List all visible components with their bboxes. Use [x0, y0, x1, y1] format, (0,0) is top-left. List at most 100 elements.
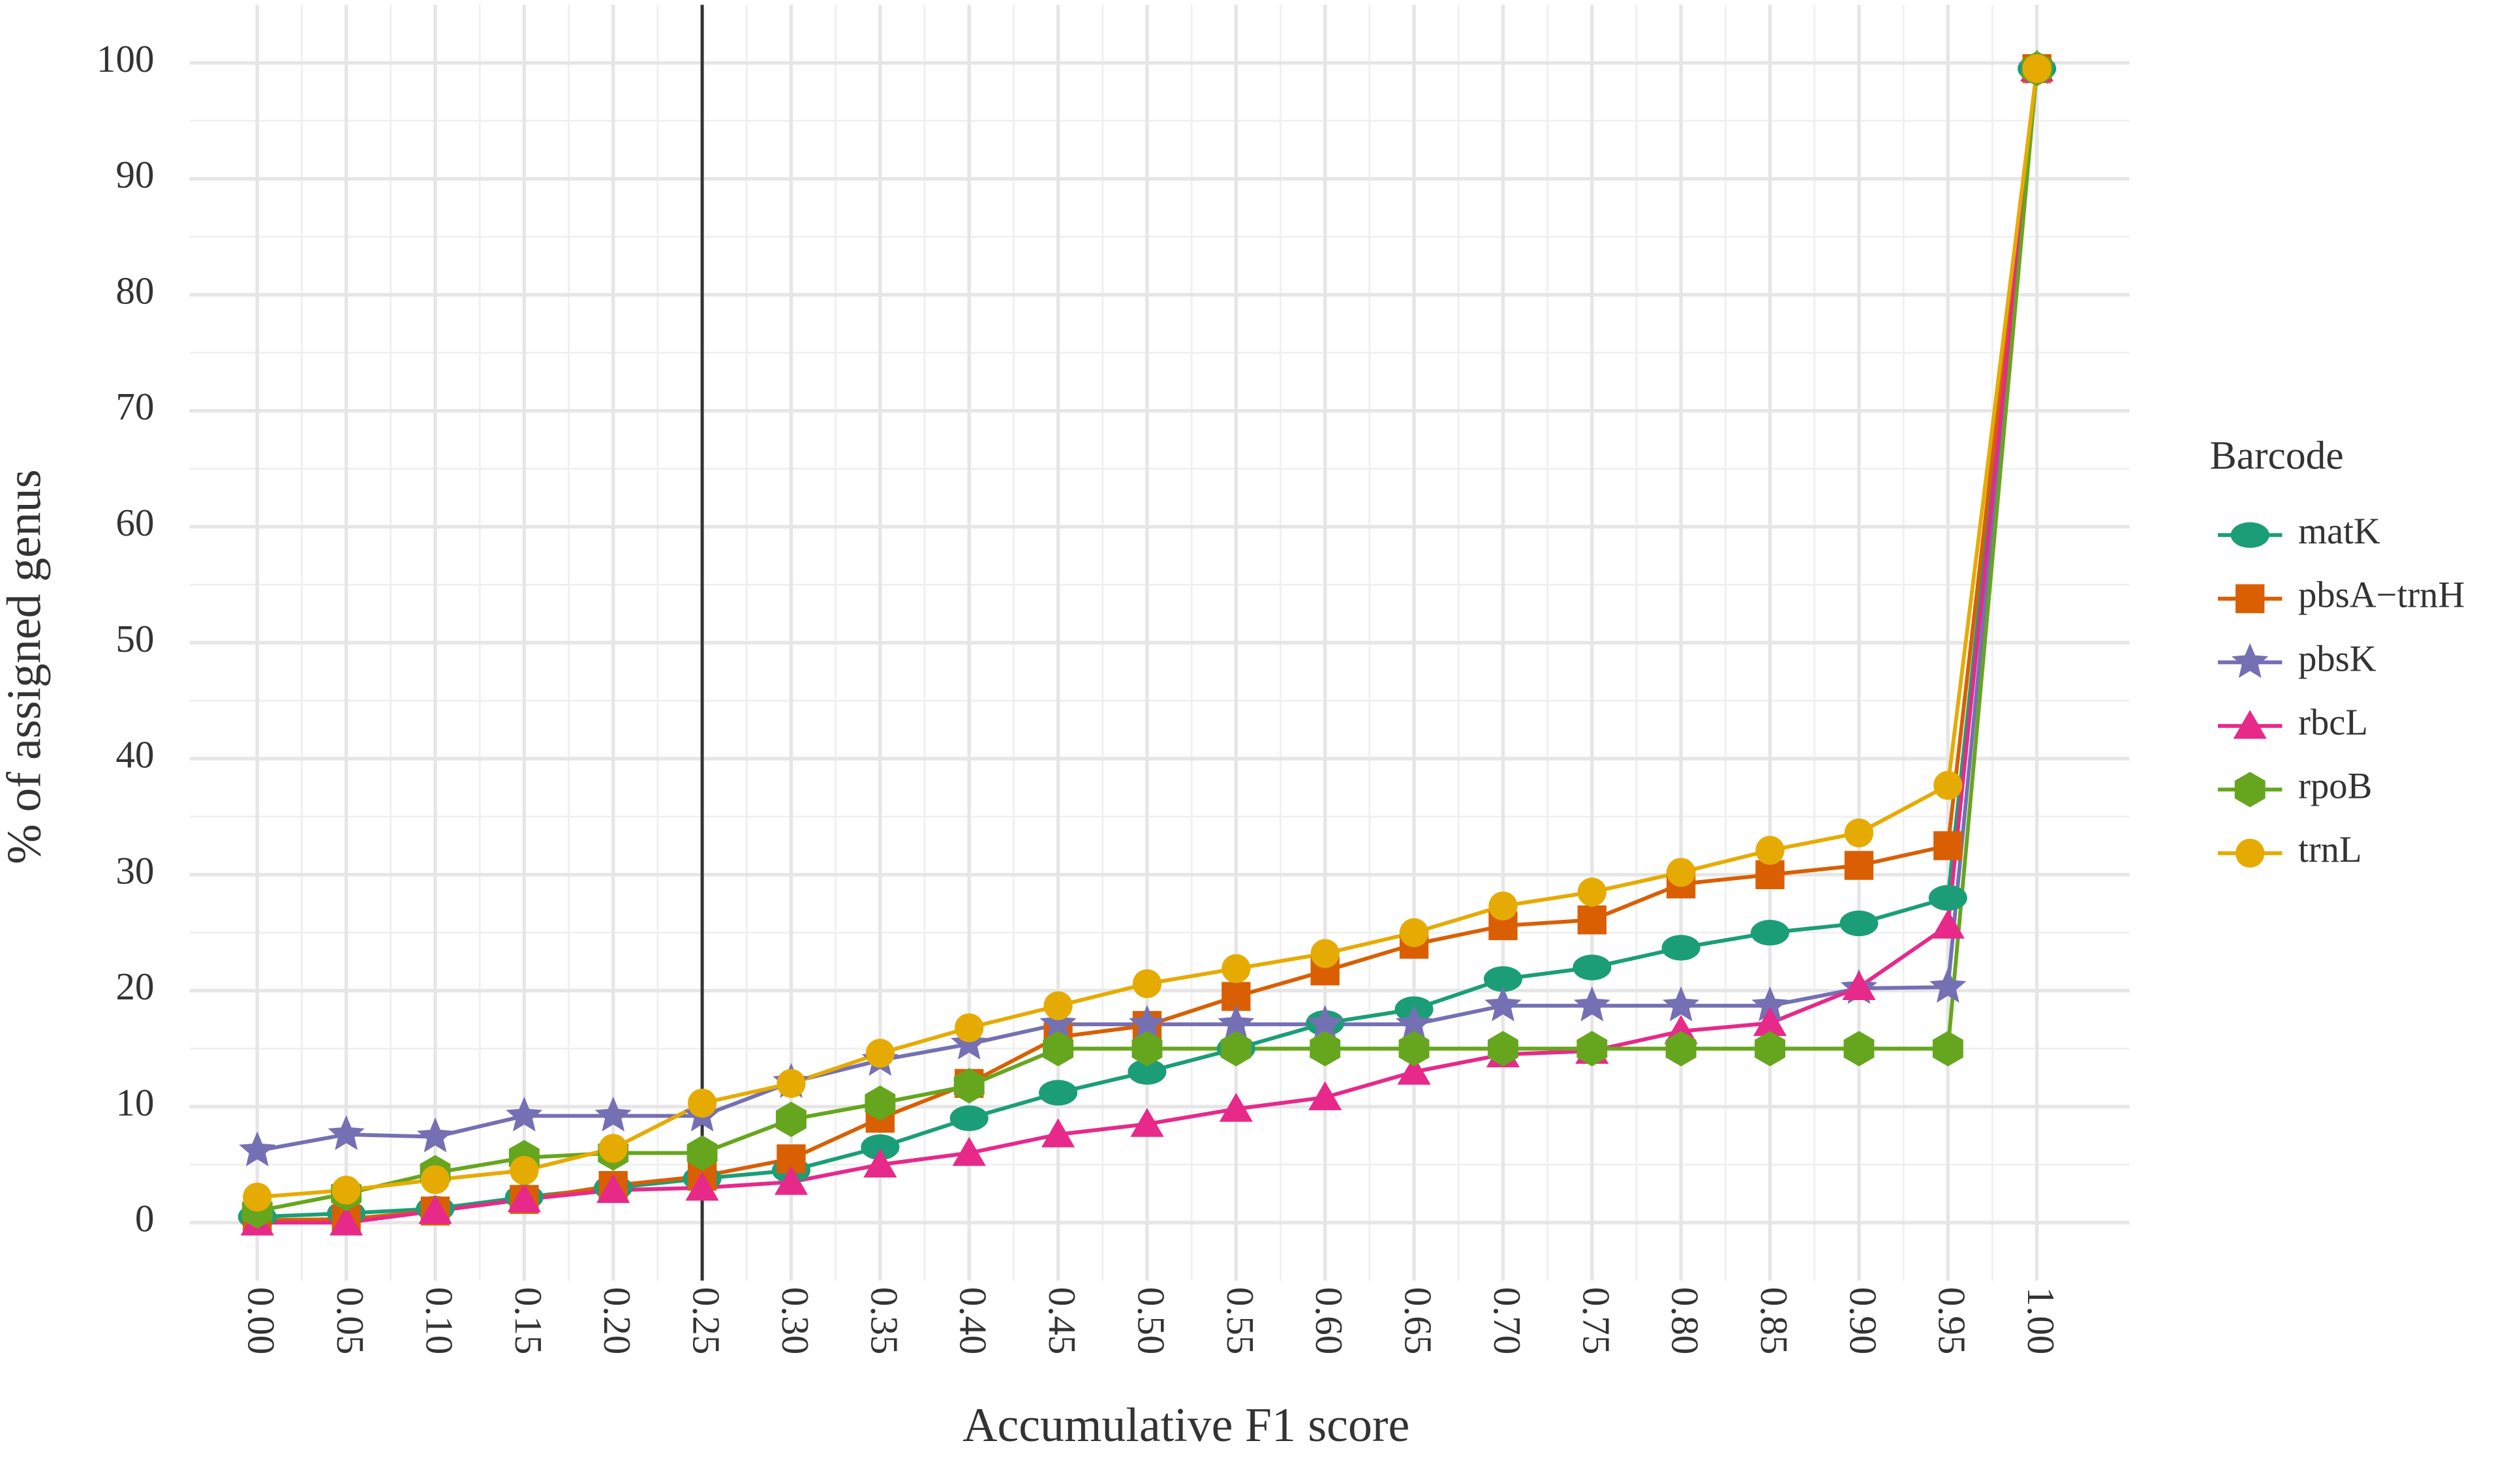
marker [243, 1182, 272, 1212]
marker [861, 1134, 900, 1161]
marker [1667, 858, 1696, 887]
y-tick-label: 50 [115, 617, 154, 660]
marker [1222, 954, 1251, 983]
legend-key [2230, 522, 2269, 548]
marker [776, 1101, 807, 1138]
marker [1399, 918, 1429, 947]
x-tick-label: 0.90 [1841, 1287, 1884, 1354]
marker [863, 1148, 897, 1177]
marker [1576, 1031, 1608, 1067]
marker [685, 1172, 719, 1201]
x-tick-label: 0.55 [1219, 1287, 1262, 1354]
marker [330, 1206, 363, 1236]
marker [1398, 1031, 1430, 1067]
legend-label: rbcL [2298, 703, 2368, 743]
marker [949, 1105, 989, 1131]
y-tick-label: 0 [135, 1197, 155, 1240]
marker [865, 1085, 896, 1121]
marker [1750, 919, 1790, 946]
marker [239, 1131, 276, 1166]
marker [1484, 986, 1522, 1022]
y-tick-label: 70 [115, 385, 154, 428]
x-tick-label: 0.50 [1129, 1287, 1173, 1354]
x-tick-label: 0.00 [240, 1287, 283, 1354]
marker [1131, 1031, 1163, 1067]
x-tick-label: 0.30 [774, 1287, 817, 1354]
marker [1128, 1059, 1167, 1085]
x-tick-label: 0.10 [418, 1287, 461, 1354]
marker [865, 1039, 895, 1068]
legend-label: rpoB [2298, 766, 2372, 806]
marker [1132, 969, 1162, 999]
marker [1218, 1005, 1255, 1040]
legend-key [2236, 584, 2265, 613]
x-tick-label: 0.70 [1486, 1287, 1529, 1354]
marker [1577, 905, 1606, 935]
marker [953, 1068, 985, 1104]
marker [1929, 967, 1967, 1003]
x-tick-label: 0.05 [329, 1287, 372, 1354]
marker [1488, 891, 1518, 920]
x-tick-label: 0.45 [1041, 1287, 1084, 1354]
legend-label: pbsA−trnH [2298, 575, 2465, 616]
marker [1755, 860, 1785, 889]
marker [1933, 831, 1963, 860]
legend-title: Barcode [2210, 434, 2344, 478]
marker [328, 1115, 365, 1150]
x-tick-label: 0.80 [1664, 1287, 1707, 1354]
marker [1395, 1005, 1433, 1040]
marker [416, 1117, 454, 1153]
y-tick-label: 40 [115, 733, 154, 776]
marker [1043, 1031, 1074, 1067]
marker [1219, 1093, 1253, 1122]
y-tick-label: 10 [115, 1081, 154, 1124]
marker [1397, 1056, 1431, 1085]
marker [1755, 1031, 1786, 1067]
marker [1220, 1031, 1252, 1067]
x-tick-label: 0.20 [596, 1287, 639, 1354]
x-tick-label: 0.40 [952, 1287, 995, 1354]
marker [1310, 1031, 1341, 1067]
y-tick-label: 60 [115, 501, 154, 544]
marker [596, 1174, 630, 1204]
marker [1487, 1031, 1518, 1067]
x-tick-label: 0.25 [685, 1287, 728, 1354]
marker [594, 1097, 632, 1132]
marker [1041, 1118, 1075, 1147]
legend-key [2234, 772, 2266, 808]
marker [774, 1166, 808, 1195]
marker [1839, 910, 1879, 937]
marker [510, 1155, 539, 1185]
x-tick-label: 0.35 [863, 1287, 906, 1354]
y-axis-title: % of assigned genus [0, 470, 50, 864]
marker [506, 1097, 543, 1132]
x-tick-label: 0.15 [507, 1287, 550, 1354]
marker [1043, 991, 1073, 1020]
marker [331, 1176, 361, 1205]
marker [1573, 986, 1610, 1022]
marker [1128, 1005, 1166, 1040]
marker [686, 1135, 718, 1171]
marker [1039, 1080, 1078, 1106]
legend-label: pbsK [2298, 639, 2376, 679]
marker [1665, 1031, 1697, 1067]
marker [1306, 1005, 1344, 1040]
marker [1842, 971, 1876, 1000]
marker [1308, 1081, 1342, 1110]
y-tick-label: 20 [115, 965, 154, 1008]
marker [776, 1069, 806, 1098]
marker [1844, 851, 1874, 880]
marker [1933, 770, 1963, 800]
marker [1039, 1005, 1077, 1040]
marker [1844, 818, 1874, 847]
marker [1755, 836, 1785, 865]
legend-label: matK [2298, 511, 2380, 552]
x-tick-label: 0.85 [1753, 1287, 1796, 1354]
marker [598, 1134, 628, 1163]
legend-key [2232, 643, 2269, 678]
marker [1928, 885, 1967, 911]
marker [1932, 1031, 1963, 1067]
marker [1577, 877, 1606, 907]
y-tick-label: 80 [115, 269, 154, 312]
